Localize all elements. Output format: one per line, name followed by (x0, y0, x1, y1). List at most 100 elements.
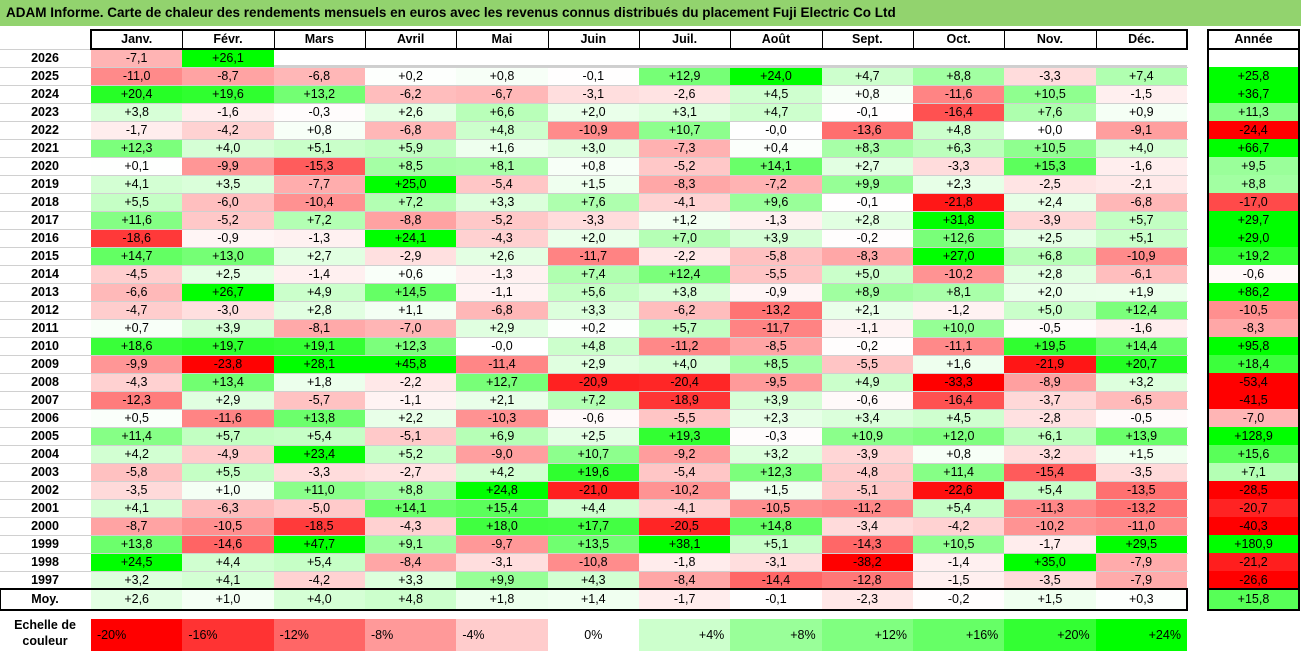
heatmap-cell: -3,5 (1095, 463, 1187, 481)
heatmap-cell: -6,0 (182, 193, 274, 211)
heatmap-cell: -8,7 (91, 517, 183, 535)
heatmap-cell: -1,3 (273, 229, 365, 247)
heatmap-cell: +3,0 (547, 139, 639, 157)
heatmap-cell: +5,5 (182, 463, 274, 481)
heatmap-cell: +7,2 (547, 391, 639, 409)
heatmap-cell: -8,4 (638, 571, 731, 589)
heatmap-cell: +35,0 (1004, 553, 1096, 571)
heatmap-cell: -0,2 (821, 229, 913, 247)
heatmap-cell: +20,7 (1095, 355, 1187, 373)
heatmap-cell: -9,0 (456, 445, 548, 463)
heatmap-cell: -9,9 (91, 355, 183, 373)
empty-cell (912, 49, 1005, 67)
annual-cell: -41,5 (1208, 391, 1299, 409)
legend-swatch: -8% (364, 619, 457, 651)
annual-cell: -0,6 (1208, 265, 1299, 283)
heatmap-cell: +0,7 (91, 319, 183, 337)
column-separator (182, 30, 184, 49)
heatmap-cell: -4,2 (273, 571, 365, 589)
grid-line (0, 391, 1188, 392)
month-header: Juil. (672, 32, 698, 46)
year-label: 2003 (31, 465, 59, 479)
heatmap-cell: +0,2 (547, 319, 639, 337)
heatmap-cell: +4,0 (182, 139, 274, 157)
heatmap-cell: +24,5 (91, 553, 183, 571)
year-label: 2011 (31, 321, 59, 335)
heatmap-cell: +0,4 (730, 139, 822, 157)
heatmap-cell: +3,3 (547, 301, 639, 319)
heatmap-cell: +3,9 (182, 319, 274, 337)
heatmap-cell: -10,4 (273, 193, 365, 211)
heatmap-cell: -11,6 (182, 409, 274, 427)
heatmap-cell: -0,3 (730, 427, 822, 445)
heatmap-cell: +8,1 (912, 283, 1005, 301)
heatmap-cell: -1,4 (912, 553, 1005, 571)
heatmap-cell: +4,0 (1095, 139, 1187, 157)
year-label: 2004 (31, 447, 59, 461)
heatmap-cell: -10,2 (638, 481, 731, 499)
heatmap-cell: -3,1 (456, 553, 548, 571)
heatmap-cell: -0,5 (1095, 409, 1187, 427)
heatmap-cell: +0,8 (821, 85, 913, 103)
heatmap-cell: +19,1 (273, 337, 365, 355)
heatmap-cell: -10,3 (456, 409, 548, 427)
heatmap-cell: -1,3 (730, 211, 822, 229)
grid-line (0, 409, 1188, 410)
heatmap-cell: -2,5 (1004, 175, 1096, 193)
year-label: 2014 (31, 267, 59, 281)
heatmap-cell: +26,7 (182, 283, 274, 301)
heatmap-cell: -5,5 (821, 355, 913, 373)
heatmap-cell: +4,9 (821, 373, 913, 391)
month-header: Août (761, 32, 791, 46)
legend-swatch: +12% (821, 619, 913, 651)
grid-line (0, 535, 1188, 536)
heatmap-cell: +14,1 (364, 499, 457, 517)
heatmap-cell: +14,5 (364, 283, 457, 301)
heatmap-cell: +26,1 (182, 49, 274, 67)
heatmap-cell: -21,0 (547, 481, 639, 499)
grid-line (0, 175, 1188, 176)
heatmap-cell: +19,6 (182, 85, 274, 103)
heatmap-cell: -8,1 (273, 319, 365, 337)
heatmap-cell: +14,8 (730, 517, 822, 535)
heatmap-cell: +2,3 (912, 175, 1005, 193)
heatmap-cell: +2,4 (1004, 193, 1096, 211)
heatmap-cell: +8,1 (456, 157, 548, 175)
grid-line (0, 553, 1188, 554)
heatmap-cell: -0,9 (730, 283, 822, 301)
heatmap-cell: +24,1 (364, 229, 457, 247)
heatmap-cell: +38,1 (638, 535, 731, 553)
annual-cell: -21,2 (1208, 553, 1299, 571)
heatmap-cell: -11,7 (547, 247, 639, 265)
legend-swatch: +8% (730, 619, 822, 651)
heatmap-cell: +8,8 (912, 67, 1005, 85)
heatmap-cell: +5,2 (364, 445, 457, 463)
heatmap-cell: -13,6 (821, 121, 913, 139)
heatmap-cell: +3,9 (730, 391, 822, 409)
heatmap-cell: +4,1 (91, 499, 183, 517)
legend-swatch: -20% (91, 619, 183, 651)
heatmap-cell: +7,0 (638, 229, 731, 247)
heatmap-cell: -6,8 (456, 301, 548, 319)
grid-line (0, 67, 1188, 68)
year-label: 2017 (31, 213, 59, 227)
heatmap-cell: -0,6 (821, 391, 913, 409)
heatmap-cell: -1,6 (182, 103, 274, 121)
heatmap-cell: -12,3 (91, 391, 183, 409)
heatmap-cell: +2,5 (1004, 229, 1096, 247)
column-separator (273, 30, 275, 49)
heatmap-cell: -9,1 (1095, 121, 1187, 139)
heatmap-cell: +2,3 (730, 409, 822, 427)
heatmap-cell: -10,2 (1004, 517, 1096, 535)
annual-cell: -8,3 (1208, 319, 1299, 337)
grid-line (0, 499, 1188, 500)
heatmap-cell: -1,5 (1095, 85, 1187, 103)
grid-line (0, 265, 1188, 266)
heatmap-cell: +13,5 (547, 535, 639, 553)
heatmap-cell: -6,5 (1095, 391, 1187, 409)
heatmap-cell: +2,8 (821, 211, 913, 229)
empty-cell (1095, 49, 1187, 67)
heatmap-cell: +11,6 (91, 211, 183, 229)
annual-cell: -7,0 (1208, 409, 1299, 427)
annual-cell: +180,9 (1208, 535, 1299, 553)
